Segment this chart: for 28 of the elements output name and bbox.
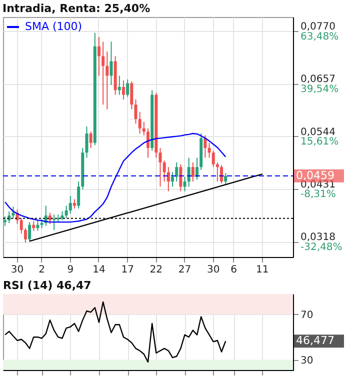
x-tick-label: 14 — [92, 264, 106, 276]
y2-tick-label: 15,61% — [300, 136, 339, 148]
y-tick-label: 30 — [300, 355, 314, 366]
chart-title: Intradia, Renta: 25,40% — [2, 2, 150, 15]
x-tick-label: 22 — [150, 264, 163, 276]
x-tick-label: 17 — [121, 264, 134, 276]
y-tick-label: 0,0431 — [300, 179, 336, 190]
y2-tick-label: 63,48% — [300, 31, 339, 42]
x-tick-label: 27 — [178, 264, 192, 276]
y2-tick-label: -32,48% — [300, 242, 342, 254]
x-tick-label: 9 — [67, 264, 74, 276]
y-tick-label: 70 — [300, 310, 314, 321]
ref-line-label: 0,0459 — [296, 168, 334, 182]
y-tick-label: 0,0544 — [300, 126, 336, 138]
y2-tick-label: -8,31% — [300, 189, 336, 200]
y-tick-label: 0,0770 — [300, 21, 336, 32]
chart-title: RSI (14) 46,47 — [3, 279, 92, 292]
y-tick-label: 0,0657 — [300, 74, 336, 86]
x-tick-label: 30 — [10, 264, 24, 276]
x-tick-label: 6 — [230, 264, 237, 276]
y2-tick-label: 39,54% — [300, 84, 339, 96]
legend-label: SMA (100) — [25, 20, 82, 33]
x-tick-label: 11 — [256, 264, 269, 276]
x-tick-label: 30 — [206, 264, 220, 276]
x-tick-label: 2 — [38, 264, 45, 276]
text: 46,477 — [296, 334, 334, 348]
line-series — [4, 301, 226, 363]
y-tick-label: 0,0318 — [300, 232, 336, 244]
